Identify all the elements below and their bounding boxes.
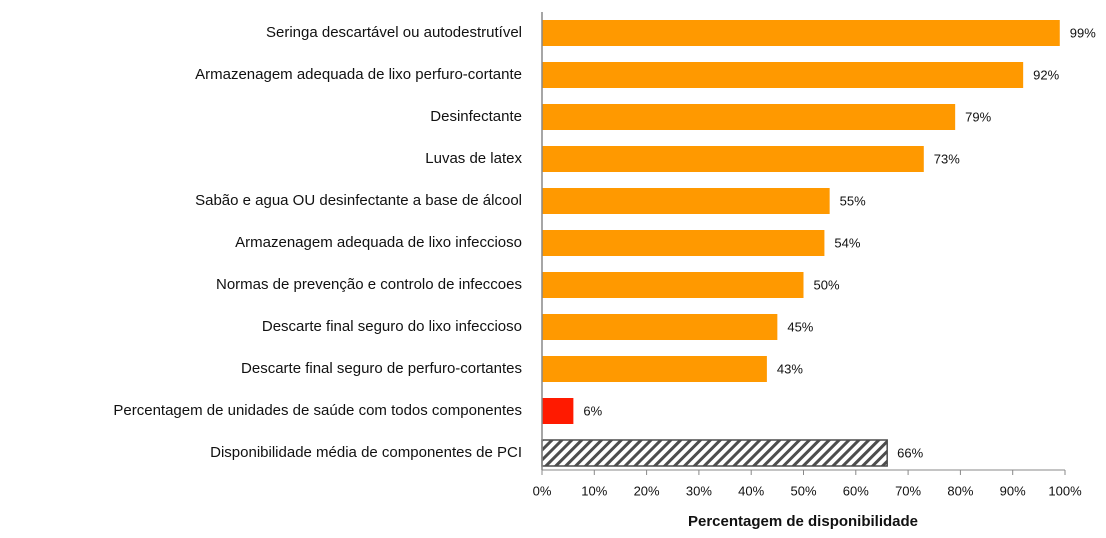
y-tick-label: Seringa descartável ou autodestrutível <box>266 24 522 41</box>
value-label: 45% <box>787 319 813 334</box>
value-label: 54% <box>834 235 860 250</box>
x-tick-label: 10% <box>581 483 607 498</box>
y-tick-label: Percentagem de unidades de saúde com tod… <box>113 402 522 419</box>
bar <box>542 146 924 172</box>
y-tick-label: Luvas de latex <box>425 150 522 167</box>
bar <box>542 62 1024 88</box>
x-tick-label: 20% <box>634 483 660 498</box>
x-tick-label: 0% <box>533 483 552 498</box>
bar <box>542 356 767 382</box>
y-tick-label: Descarte final seguro do lixo infeccioso <box>262 318 522 335</box>
x-tick-label: 90% <box>1000 483 1026 498</box>
bar <box>542 20 1060 46</box>
x-tick-label: 40% <box>738 483 764 498</box>
bar <box>542 314 778 340</box>
x-tick-label: 50% <box>790 483 816 498</box>
value-label: 73% <box>934 151 960 166</box>
value-label: 6% <box>583 403 602 418</box>
y-tick-label: Disponibilidade média de componentes de … <box>210 444 522 461</box>
y-tick-label: Descarte final seguro de perfuro-cortant… <box>241 360 522 377</box>
x-tick-label: 30% <box>686 483 712 498</box>
y-tick-label: Sabão e agua OU desinfectante a base de … <box>195 192 522 209</box>
value-label: 43% <box>777 361 803 376</box>
x-tick-label: 70% <box>895 483 921 498</box>
y-tick-label: Normas de prevenção e controlo de infecc… <box>216 276 522 293</box>
value-label: 99% <box>1070 25 1096 40</box>
value-label: 79% <box>965 109 991 124</box>
x-tick-label: 60% <box>843 483 869 498</box>
value-label: 66% <box>897 445 923 460</box>
x-tick-label: 80% <box>947 483 973 498</box>
bar <box>542 188 830 214</box>
x-axis-title: Percentagem de disponibilidade <box>688 513 918 530</box>
bar <box>541 439 888 467</box>
value-label: 55% <box>840 193 866 208</box>
value-label: 50% <box>814 277 840 292</box>
x-tick-label: 100% <box>1048 483 1082 498</box>
bar <box>542 230 825 256</box>
bar <box>542 398 574 424</box>
y-tick-label: Desinfectante <box>430 108 522 125</box>
value-label: 92% <box>1033 67 1059 82</box>
bar <box>542 272 804 298</box>
bar <box>542 104 956 130</box>
y-tick-label: Armazenagem adequada de lixo perfuro-cor… <box>195 66 522 83</box>
y-tick-label: Armazenagem adequada de lixo infeccioso <box>235 234 522 251</box>
